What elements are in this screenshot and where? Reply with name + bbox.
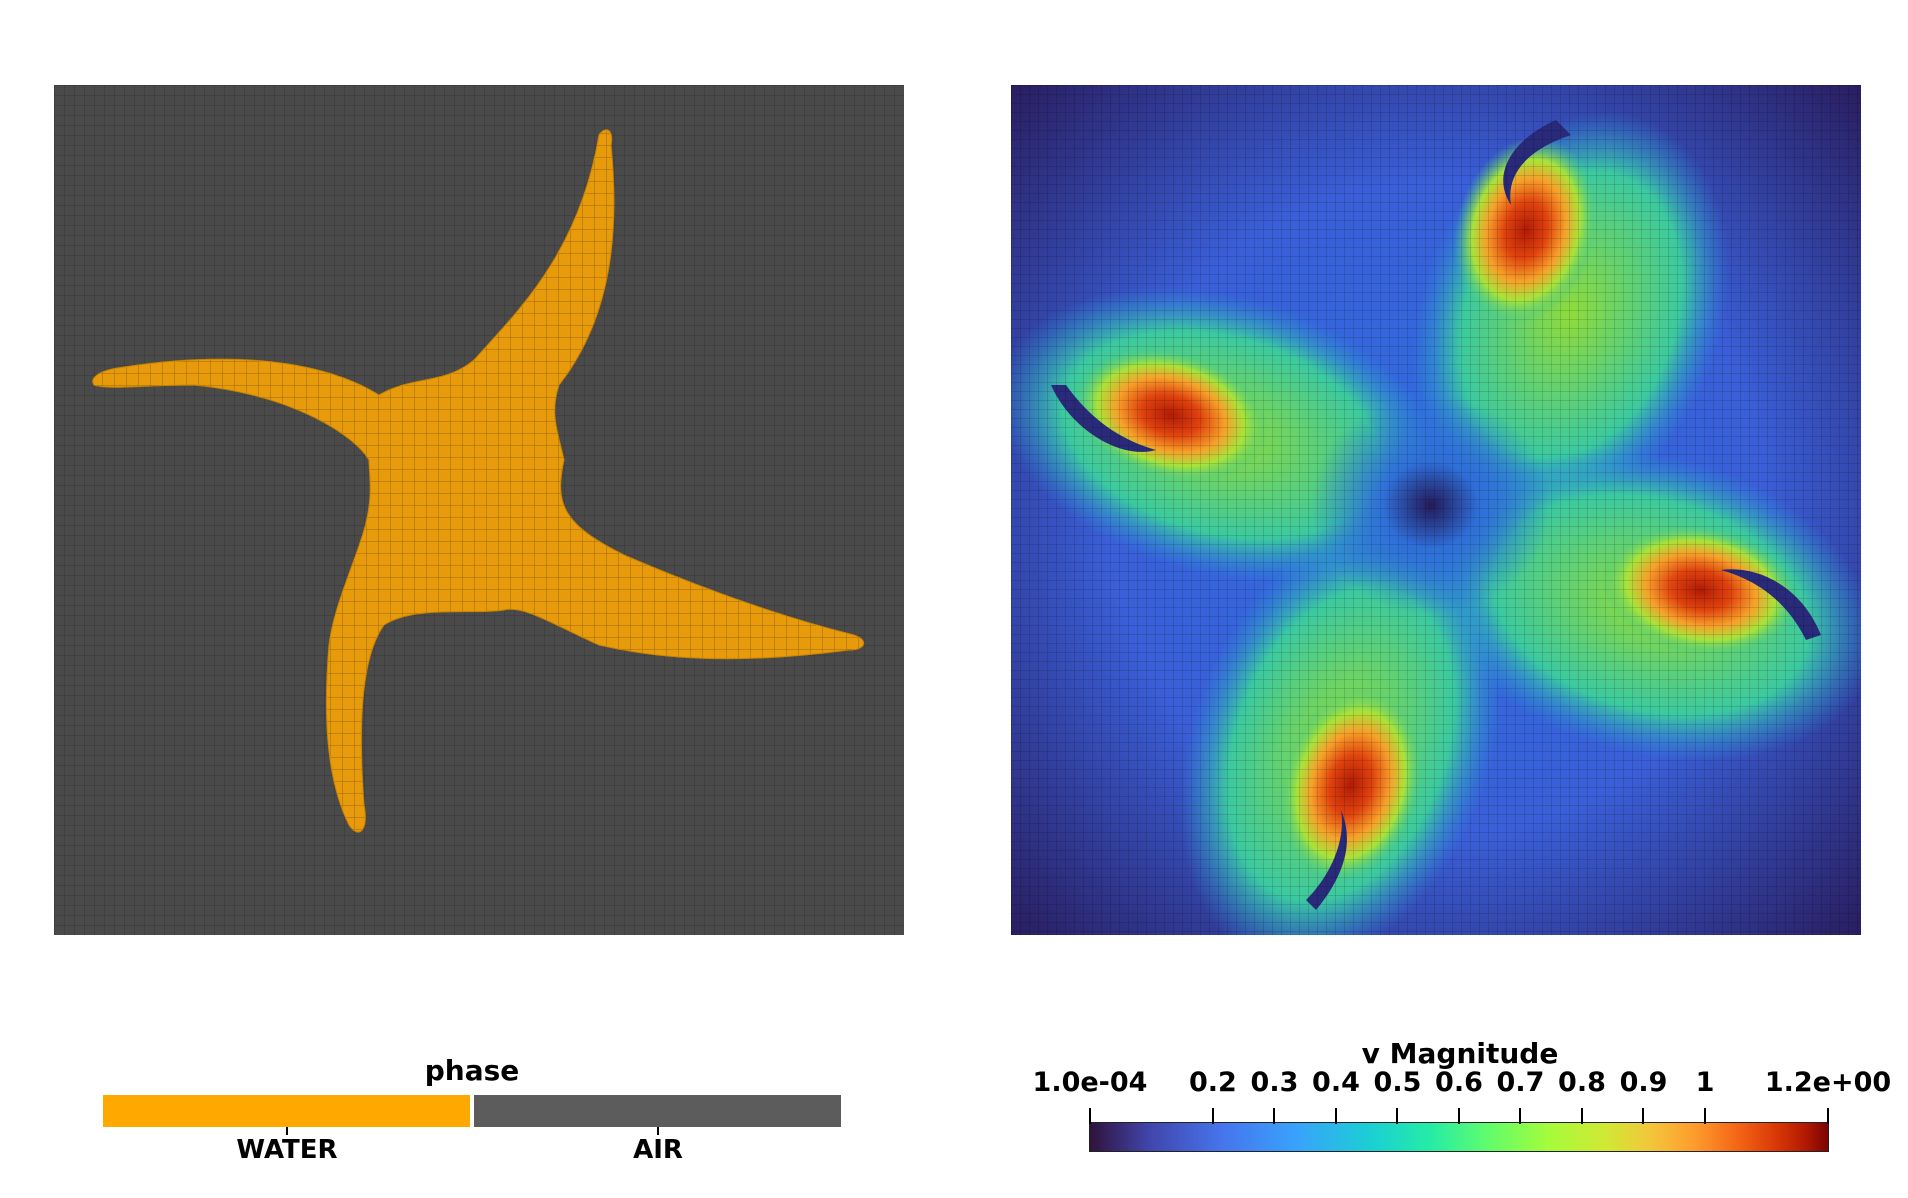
colorbar-tick-label: 0.8 [1558,1067,1606,1098]
colorbar-tick-label: 0.3 [1250,1067,1299,1098]
colorbar-tick-label: 0.7 [1496,1067,1545,1098]
colorbar-tick [1457,1108,1460,1124]
colorbar-tick [1211,1108,1214,1124]
water-region [92,129,864,833]
velocity-magnitude-view [1011,85,1861,935]
colorbar-tick-label: 1.0e-04 [1032,1067,1148,1098]
colorbar-tick-label: 0.4 [1312,1067,1360,1098]
phase-field-canvas [54,85,904,935]
air-swatch [474,1095,841,1127]
colorbar-tick [1334,1108,1337,1124]
colorbar-tick-label: 0.5 [1373,1067,1422,1098]
velocity-colorbar [1089,1122,1829,1152]
phase-field-view [54,85,904,935]
colorbar-title: v Magnitude [1361,1037,1559,1070]
air-tick [657,1127,659,1135]
colorbar-tick-label: 0.9 [1619,1067,1668,1098]
colorbar-tick [1827,1108,1829,1124]
water-swatch [103,1095,470,1127]
colorbar-tick-label: 0.6 [1435,1067,1483,1098]
velocity-magnitude-canvas [1011,85,1861,935]
colorbar-tick [1580,1108,1583,1124]
colorbar-tick [1642,1108,1645,1124]
colorbar-tick-label: 0.2 [1189,1067,1237,1098]
colorbar-tick [1396,1108,1399,1124]
colorbar-tick [1273,1108,1276,1124]
colorbar-tick [1089,1108,1091,1124]
air-label: AIR [633,1135,683,1165]
phase-legend-title: phase [424,1054,520,1087]
colorbar-tick-label: 1.2e+00 [1764,1067,1892,1098]
mesh-overlay [1011,85,1861,935]
colorbar-tick-label: 1 [1695,1067,1715,1098]
colorbar-tick [1519,1108,1522,1124]
colorbar-tick [1703,1108,1706,1124]
water-tick [286,1127,288,1135]
water-label: WATER [236,1135,338,1165]
